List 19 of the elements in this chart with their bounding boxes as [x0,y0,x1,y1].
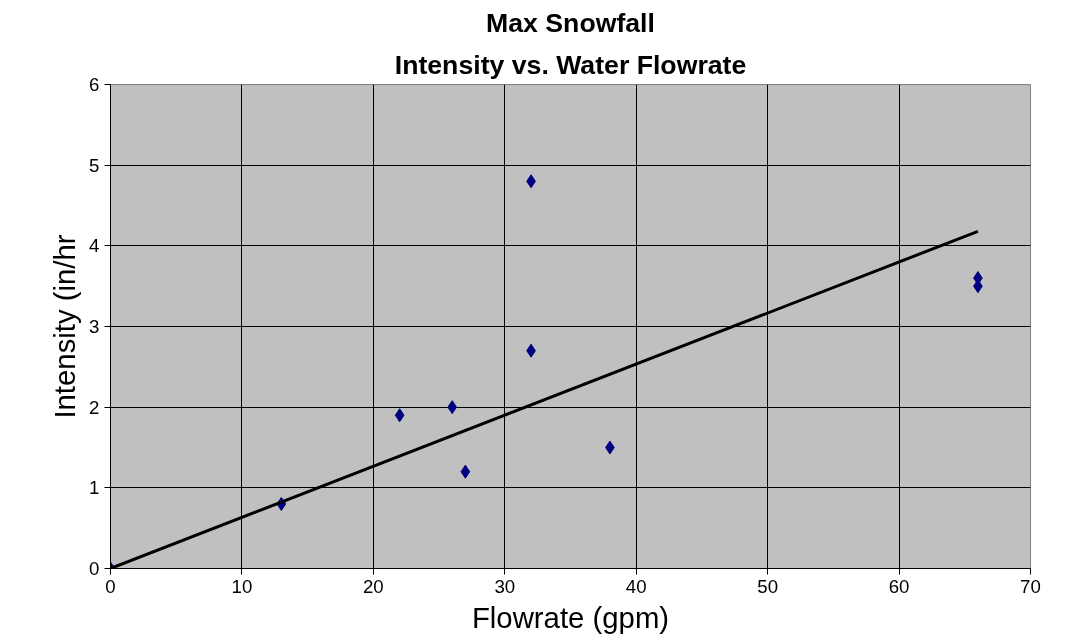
chart-title: Max Snowfall [486,7,655,38]
x-tick-label: 20 [362,575,384,597]
x-tick-label: 10 [231,575,253,597]
x-tick-label: 0 [105,575,116,597]
x-axis-title: Flowrate (gpm) [471,600,670,634]
x-tick-label: 70 [1020,575,1041,597]
x-tick-label: 60 [888,575,910,597]
y-tick-label: 5 [89,154,100,176]
x-tick-label: 50 [757,575,779,597]
y-tick-label: 4 [89,235,100,257]
x-tick-label: 40 [625,575,647,597]
y-tick-label: 1 [89,477,100,499]
y-axis-title: Intensity (in/hr [48,234,82,419]
x-tick-label: 30 [494,575,516,597]
y-tick-label: 3 [89,316,100,337]
y-tick-label: 2 [89,396,100,418]
y-tick-label: 6 [89,74,100,95]
chart-subtitle: Intensity vs. Water Flowrate [394,49,747,80]
y-tick-label: 0 [89,558,100,579]
